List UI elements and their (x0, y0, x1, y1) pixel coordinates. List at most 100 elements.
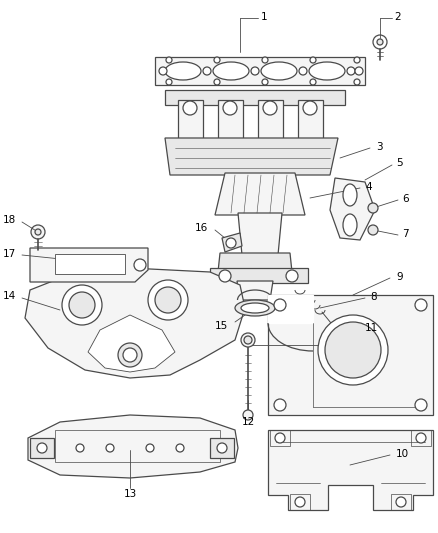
Polygon shape (238, 213, 282, 255)
Circle shape (223, 101, 237, 115)
Circle shape (226, 238, 236, 248)
Circle shape (134, 259, 146, 271)
Polygon shape (218, 253, 292, 272)
Circle shape (373, 35, 387, 49)
Circle shape (416, 433, 426, 443)
Text: 12: 12 (241, 417, 254, 427)
Polygon shape (268, 295, 313, 323)
Circle shape (274, 399, 286, 411)
Circle shape (203, 67, 211, 75)
Text: 18: 18 (3, 215, 16, 225)
Circle shape (106, 444, 114, 452)
Polygon shape (30, 248, 148, 282)
Circle shape (310, 79, 316, 85)
Circle shape (166, 79, 172, 85)
Text: 3: 3 (376, 142, 383, 152)
Polygon shape (268, 430, 433, 510)
Circle shape (354, 79, 360, 85)
Circle shape (262, 57, 268, 63)
Circle shape (155, 287, 181, 313)
Circle shape (415, 299, 427, 311)
Polygon shape (55, 254, 125, 274)
Circle shape (217, 443, 227, 453)
Circle shape (355, 67, 363, 75)
Polygon shape (218, 100, 243, 140)
Polygon shape (298, 100, 323, 140)
Polygon shape (258, 100, 283, 140)
Circle shape (286, 270, 298, 282)
Circle shape (347, 67, 355, 75)
Polygon shape (330, 178, 375, 240)
Circle shape (219, 270, 231, 282)
Circle shape (368, 203, 378, 213)
Text: 11: 11 (365, 323, 378, 333)
Circle shape (118, 343, 142, 367)
Circle shape (183, 101, 197, 115)
Polygon shape (268, 295, 433, 415)
Ellipse shape (241, 303, 269, 313)
Circle shape (214, 79, 220, 85)
Ellipse shape (343, 184, 357, 206)
Polygon shape (237, 281, 273, 300)
Circle shape (368, 225, 378, 235)
Circle shape (299, 67, 307, 75)
Ellipse shape (235, 300, 275, 316)
Text: 5: 5 (396, 158, 403, 168)
Polygon shape (210, 438, 234, 458)
Circle shape (166, 57, 172, 63)
Circle shape (275, 433, 285, 443)
Text: 8: 8 (370, 292, 377, 302)
Circle shape (244, 336, 252, 344)
Polygon shape (210, 268, 308, 283)
Circle shape (354, 57, 360, 63)
Polygon shape (30, 438, 54, 458)
Circle shape (274, 299, 286, 311)
Text: 2: 2 (395, 12, 401, 22)
Circle shape (159, 67, 167, 75)
Polygon shape (222, 233, 242, 252)
Polygon shape (215, 173, 305, 215)
Circle shape (262, 79, 268, 85)
Polygon shape (165, 90, 345, 105)
Text: 4: 4 (365, 182, 371, 192)
Text: 13: 13 (124, 489, 137, 499)
Circle shape (263, 101, 277, 115)
Circle shape (148, 280, 188, 320)
Circle shape (69, 292, 95, 318)
Circle shape (31, 225, 45, 239)
Circle shape (325, 322, 381, 378)
Polygon shape (178, 100, 203, 140)
Text: 7: 7 (402, 229, 409, 239)
Circle shape (415, 399, 427, 411)
Circle shape (123, 348, 137, 362)
Circle shape (37, 443, 47, 453)
Polygon shape (155, 57, 365, 85)
Text: 9: 9 (396, 272, 403, 282)
Ellipse shape (165, 62, 201, 80)
Polygon shape (165, 138, 338, 175)
Circle shape (176, 444, 184, 452)
Circle shape (241, 333, 255, 347)
Ellipse shape (261, 62, 297, 80)
Polygon shape (88, 315, 175, 372)
Text: 14: 14 (3, 291, 16, 301)
Circle shape (214, 57, 220, 63)
Polygon shape (25, 268, 245, 378)
Text: 1: 1 (261, 12, 267, 22)
Circle shape (251, 67, 259, 75)
Ellipse shape (309, 62, 345, 80)
Circle shape (377, 39, 383, 45)
Circle shape (243, 410, 253, 420)
Text: 6: 6 (402, 194, 409, 204)
Circle shape (295, 497, 305, 507)
Polygon shape (28, 415, 238, 478)
Text: 10: 10 (396, 449, 409, 459)
Circle shape (396, 497, 406, 507)
Text: 16: 16 (195, 223, 208, 233)
Circle shape (310, 57, 316, 63)
Text: 17: 17 (3, 249, 16, 259)
Ellipse shape (213, 62, 249, 80)
Circle shape (62, 285, 102, 325)
Circle shape (76, 444, 84, 452)
Circle shape (35, 229, 41, 235)
